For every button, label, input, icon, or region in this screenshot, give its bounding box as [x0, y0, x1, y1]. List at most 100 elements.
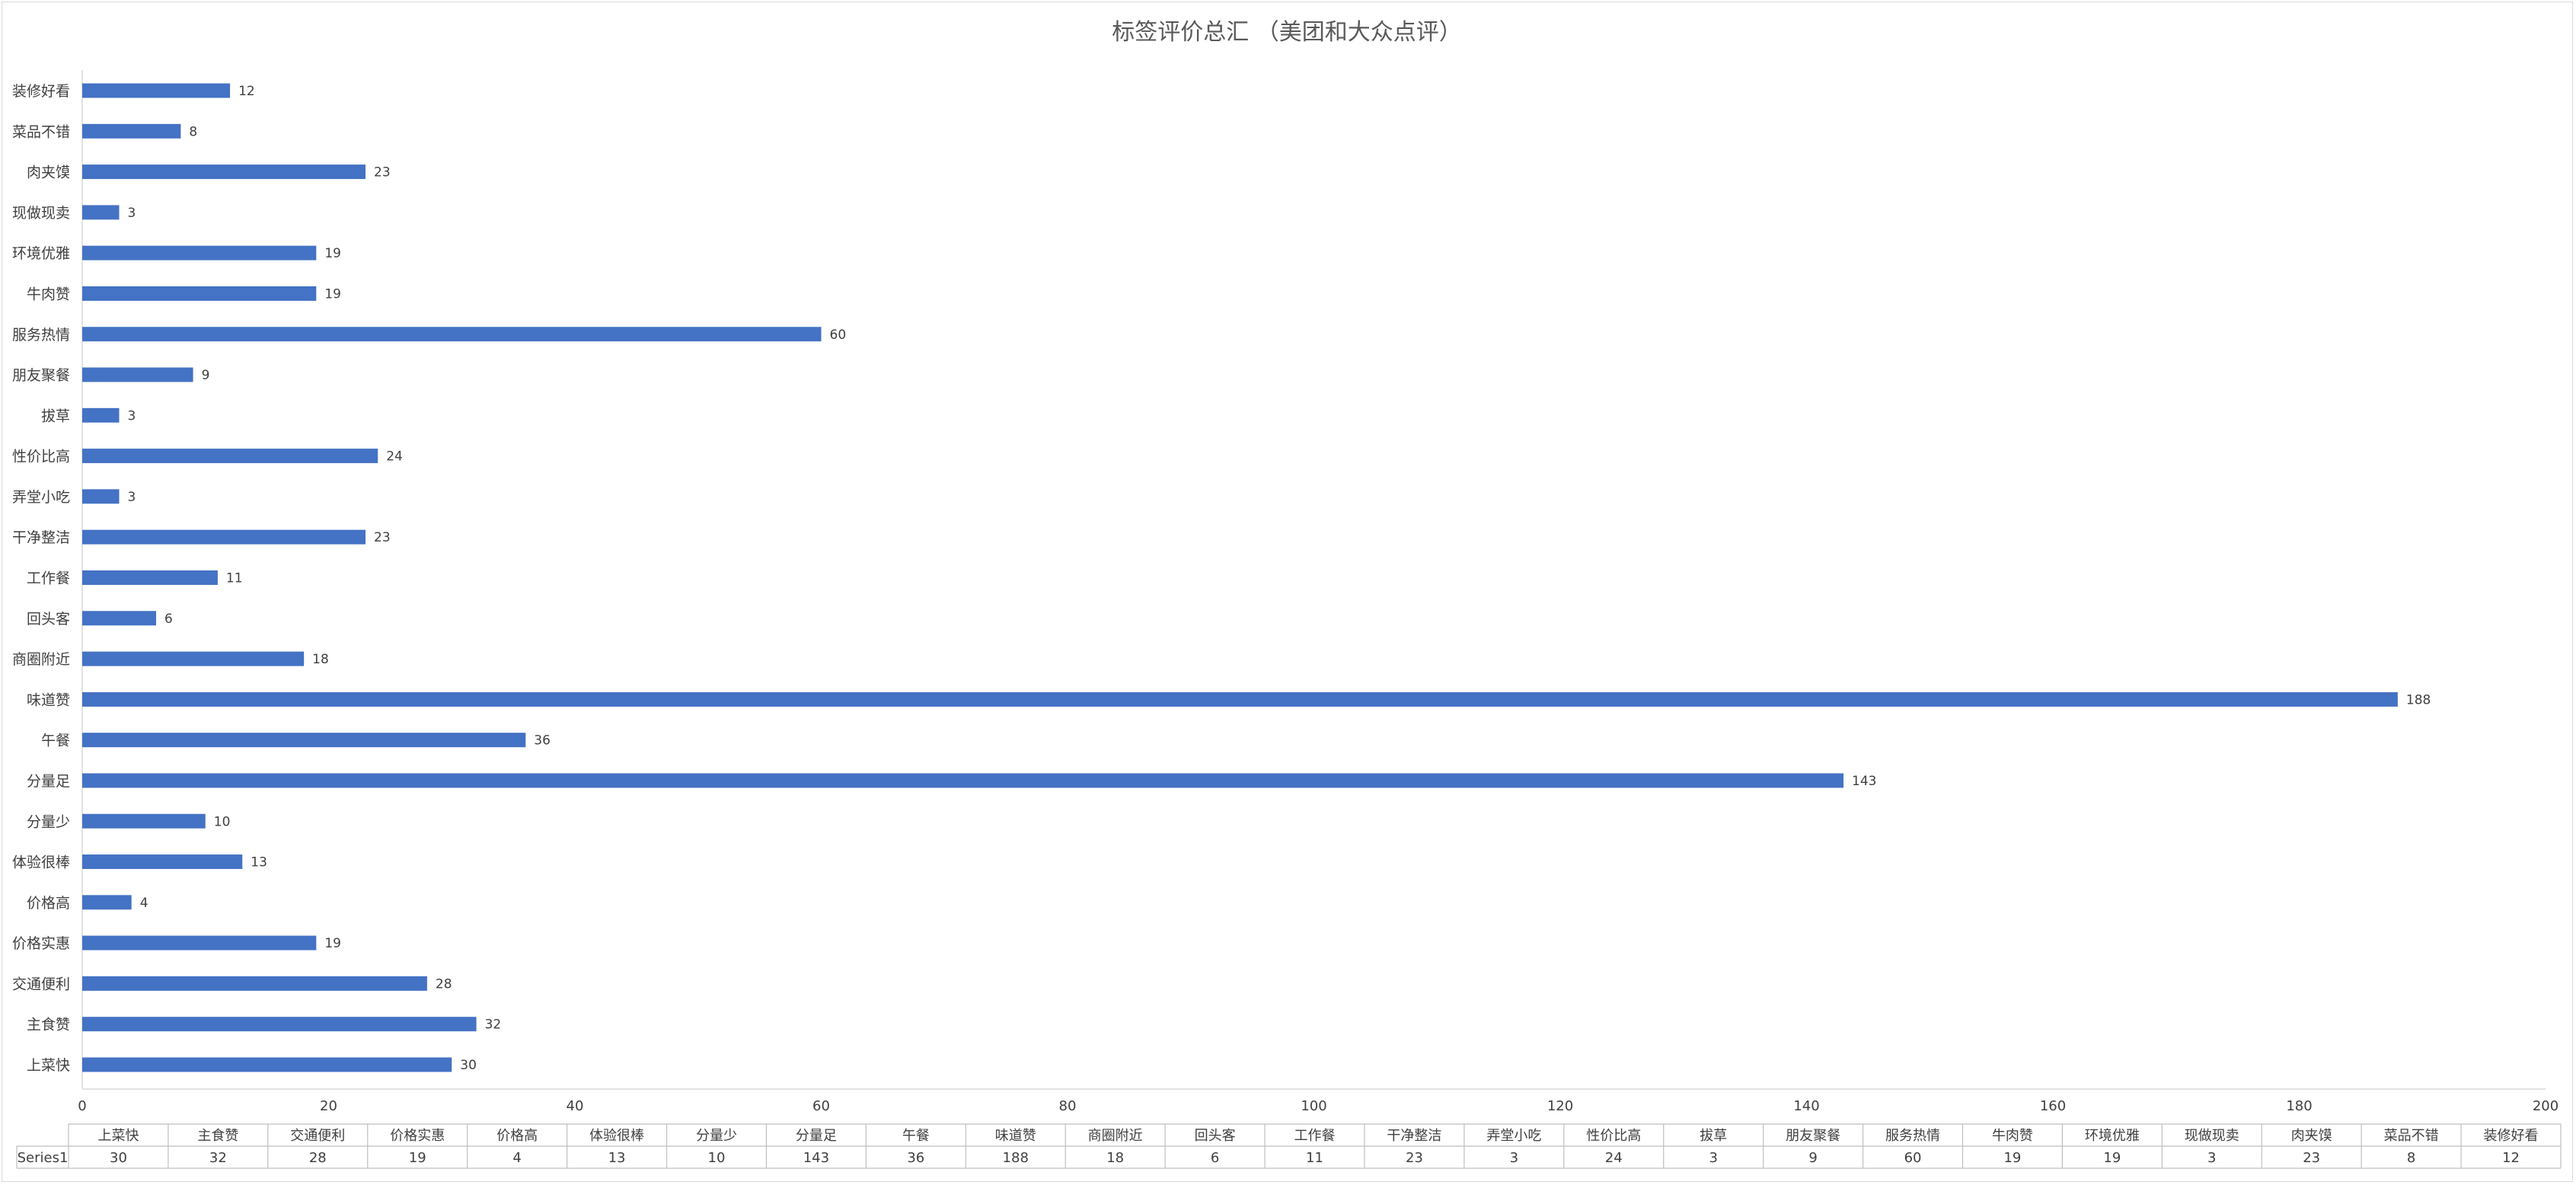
x-tick-label: 120 [1547, 1098, 1573, 1114]
category-label: 工作餐 [27, 570, 70, 587]
bar [82, 935, 317, 950]
category-label: 商圈附近 [12, 651, 70, 668]
bar [82, 895, 132, 910]
data-label: 3 [128, 490, 136, 505]
category-label: 环境优雅 [12, 245, 70, 262]
table-value-cell: 6 [1211, 1150, 1219, 1166]
table-value-cell: 36 [907, 1150, 924, 1166]
table-header-cell: 交通便利 [290, 1128, 345, 1144]
bar [82, 854, 243, 870]
table-header-cell: 性价比高 [1586, 1128, 1641, 1144]
table-value-cell: 24 [1605, 1150, 1623, 1166]
table-value-cell: 13 [608, 1150, 626, 1166]
bar [82, 205, 120, 220]
table-header-cell: 菜品不错 [2384, 1128, 2439, 1144]
table-value-cell: 28 [309, 1150, 327, 1166]
data-label: 18 [312, 652, 329, 667]
data-label: 12 [238, 84, 255, 99]
table-value-cell: 12 [2502, 1150, 2520, 1166]
bar [82, 773, 1844, 788]
category-label: 上菜快 [27, 1057, 70, 1074]
data-label: 11 [226, 571, 243, 586]
chart-title: 标签评价总汇 （美团和大众点评） [1112, 19, 1462, 46]
table-value-cell: 19 [2003, 1150, 2021, 1166]
table-value-cell: 3 [1510, 1150, 1518, 1166]
data-label: 3 [128, 206, 136, 221]
table-header-cell: 牛肉赞 [1992, 1128, 2033, 1144]
x-tick-label: 20 [320, 1098, 337, 1114]
category-label: 回头客 [27, 611, 70, 628]
bar [82, 245, 317, 260]
category-label: 弄堂小吃 [12, 489, 70, 506]
table-value-cell: 23 [2303, 1150, 2320, 1166]
table-header-cell: 回头客 [1195, 1128, 1236, 1144]
category-label: 分量少 [27, 813, 70, 830]
table-header-cell: 商圈附近 [1088, 1128, 1143, 1144]
category-label: 肉夹馍 [27, 164, 70, 181]
table-value-cell: 32 [209, 1150, 227, 1166]
table-header-cell: 主食赞 [197, 1128, 238, 1144]
table-header-cell: 上菜快 [97, 1128, 139, 1144]
table-header-cell: 午餐 [902, 1128, 930, 1144]
table-value-cell: 11 [1306, 1150, 1323, 1166]
data-label: 23 [374, 165, 391, 180]
table-value-cell: 188 [1003, 1150, 1029, 1166]
data-label: 4 [140, 896, 148, 911]
data-label: 19 [324, 246, 341, 261]
bar [82, 529, 366, 545]
bar [82, 651, 305, 666]
category-label: 主食赞 [27, 1017, 70, 1033]
bar [82, 286, 317, 301]
bar [82, 976, 427, 991]
table-header-cell: 朋友聚餐 [1786, 1128, 1840, 1144]
data-label: 6 [164, 612, 173, 627]
x-tick-label: 80 [1059, 1098, 1077, 1114]
category-label: 性价比高 [12, 449, 70, 465]
data-label: 28 [436, 976, 452, 992]
bar [82, 449, 378, 464]
table-value-cell: 9 [1808, 1150, 1817, 1166]
data-table: Series1 上菜快 30 主食赞 32 交通便利 28 价格实惠 19 价格高 4 体验很棒 13 分… [16, 1123, 2562, 1169]
table-value-cell: 8 [2407, 1150, 2415, 1166]
data-label: 13 [251, 855, 267, 870]
x-tick-label: 100 [1301, 1098, 1326, 1114]
bars [82, 83, 2398, 1072]
bar [82, 83, 231, 98]
category-label: 午餐 [41, 733, 70, 749]
table-value-cell: 3 [2207, 1150, 2216, 1166]
x-tick-label: 160 [2040, 1098, 2066, 1114]
data-label: 3 [128, 408, 136, 423]
category-label: 牛肉赞 [27, 286, 70, 302]
category-label: 干净整洁 [12, 529, 70, 546]
table-value-cell: 4 [512, 1150, 521, 1166]
bar [82, 489, 120, 504]
bar [82, 407, 120, 423]
table-value-cell: 10 [708, 1150, 726, 1166]
bar [82, 123, 181, 139]
category-label: 服务热情 [12, 327, 70, 343]
table-header-cell: 价格实惠 [390, 1128, 445, 1144]
labels: 上菜快 30 主食赞 32 交通便利 28 价格实惠 19 价格高 4 体验很棒 13 分量少 10 分量足… [12, 83, 2431, 1074]
category-label: 分量足 [27, 773, 70, 790]
bar [82, 367, 193, 382]
data-label: 19 [324, 286, 341, 302]
table-header-cell: 装修好看 [2484, 1128, 2539, 1144]
table-value-cell: 19 [409, 1150, 426, 1166]
table-value-cell: 60 [1904, 1150, 1922, 1166]
category-label: 菜品不错 [12, 123, 70, 140]
table-header-cell: 弄堂小吃 [1486, 1128, 1541, 1144]
table-value-cell: 3 [1709, 1150, 1717, 1166]
category-label: 价格实惠 [12, 935, 70, 952]
table-header-cell: 价格高 [496, 1128, 538, 1144]
bar [82, 570, 218, 585]
table-value-cell: 30 [110, 1150, 127, 1166]
table-value-cell: 19 [2103, 1150, 2121, 1166]
data-label: 9 [202, 368, 210, 383]
bar [82, 611, 157, 626]
data-label: 143 [1852, 774, 1876, 789]
table-header-cell: 工作餐 [1294, 1128, 1336, 1144]
category-label: 现做现卖 [12, 205, 70, 222]
table-series-name: Series1 [18, 1150, 69, 1166]
